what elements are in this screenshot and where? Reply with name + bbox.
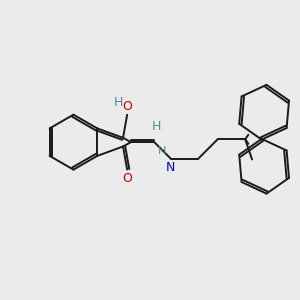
Text: O: O <box>122 100 132 113</box>
Text: H: H <box>152 120 161 133</box>
Text: N: N <box>166 160 176 174</box>
Text: H: H <box>114 96 123 109</box>
Text: O: O <box>122 172 132 185</box>
Text: H: H <box>158 146 166 156</box>
